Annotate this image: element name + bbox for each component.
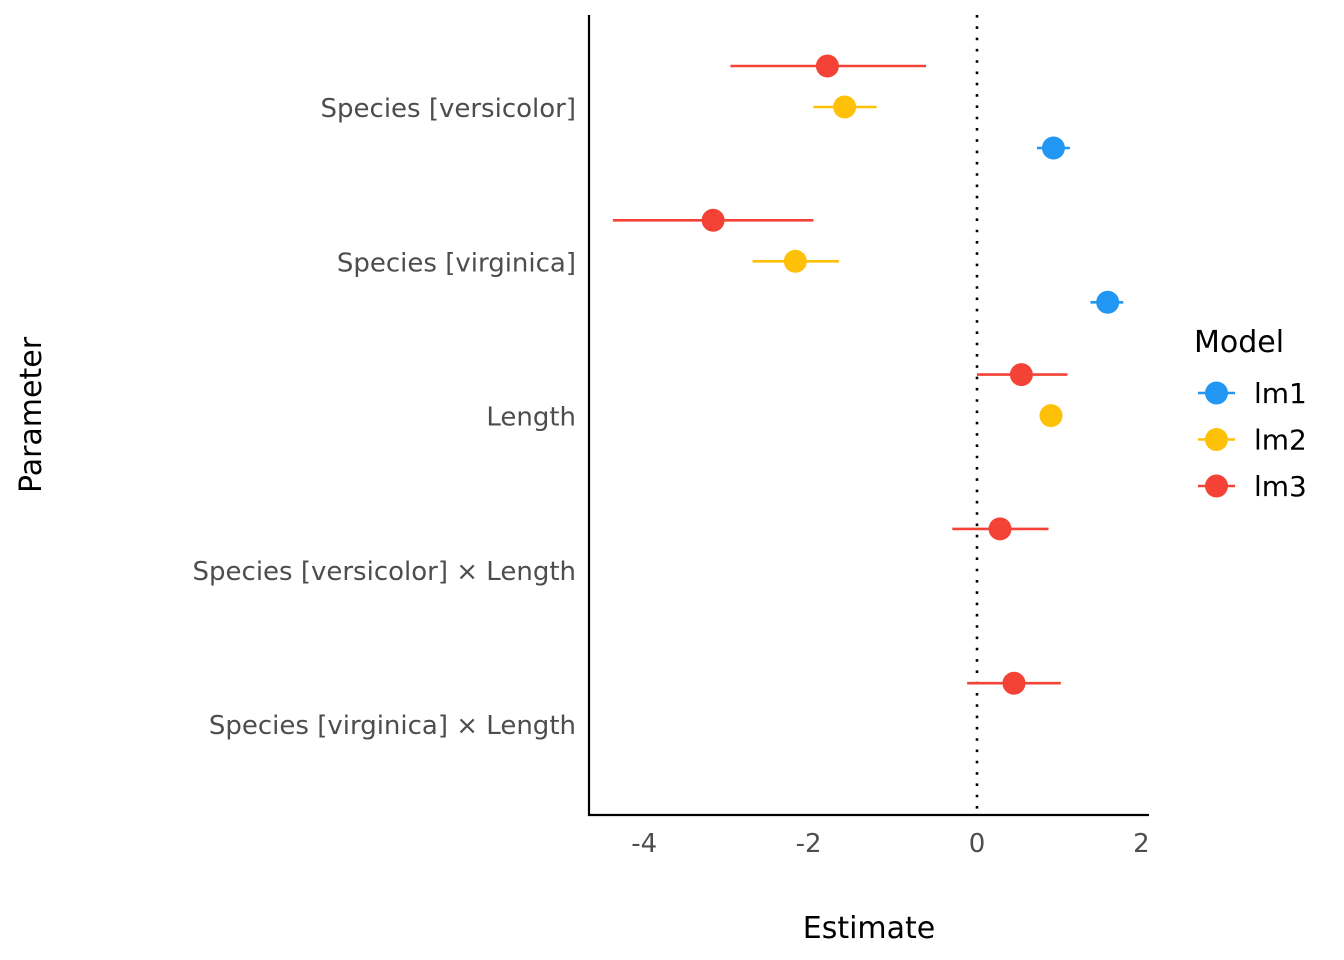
point-estimate (783, 249, 807, 273)
point-estimate (1096, 290, 1120, 314)
legend-label: lm2 (1254, 424, 1307, 457)
legend-label: lm3 (1254, 470, 1307, 503)
x-tick-label: 0 (969, 829, 986, 859)
point-estimate (1009, 363, 1033, 387)
legend-item-lm1: lm1 (1198, 377, 1307, 410)
x-tick-label: -4 (631, 829, 657, 859)
y-tick-labels: Species [versicolor] Species [virginica] L… (193, 94, 576, 741)
legend-key-point (1205, 381, 1228, 405)
legend: Model lm1 lm2 lm3 (1194, 325, 1307, 503)
point-estimate (988, 517, 1012, 541)
legend-key-point (1205, 474, 1228, 498)
series-lm1 (1037, 136, 1124, 314)
y-tick-label: Length (486, 403, 576, 433)
legend-key-point (1205, 428, 1228, 451)
y-tick-label: Species [versicolor] (321, 94, 576, 124)
legend-item-lm2: lm2 (1198, 424, 1307, 457)
y-tick-label: Species [versicolor] × Length (193, 557, 576, 587)
point-estimate (1039, 404, 1063, 428)
marks-layer (612, 54, 1124, 695)
x-tick-label: -2 (796, 829, 822, 859)
legend-item-lm3: lm3 (1198, 470, 1307, 503)
point-estimate (833, 95, 857, 119)
y-tick-label: Species [virginica] × Length (209, 711, 576, 741)
x-tick-label: 2 (1133, 829, 1150, 859)
y-axis-title: Parameter (14, 336, 49, 493)
legend-label: lm1 (1254, 377, 1307, 410)
x-axis-title: Estimate (803, 911, 936, 946)
series-lm3 (612, 54, 1068, 695)
legend-items: lm1 lm2 lm3 (1198, 377, 1307, 503)
y-tick-label: Species [virginica] (337, 248, 576, 278)
point-estimate (1002, 671, 1026, 695)
point-estimate (815, 54, 839, 78)
x-tick-labels: -4 -2 0 2 (631, 829, 1149, 859)
point-estimate (1041, 136, 1065, 160)
point-estimate (701, 208, 725, 232)
series-lm2 (752, 95, 1063, 428)
legend-title: Model (1194, 325, 1284, 360)
